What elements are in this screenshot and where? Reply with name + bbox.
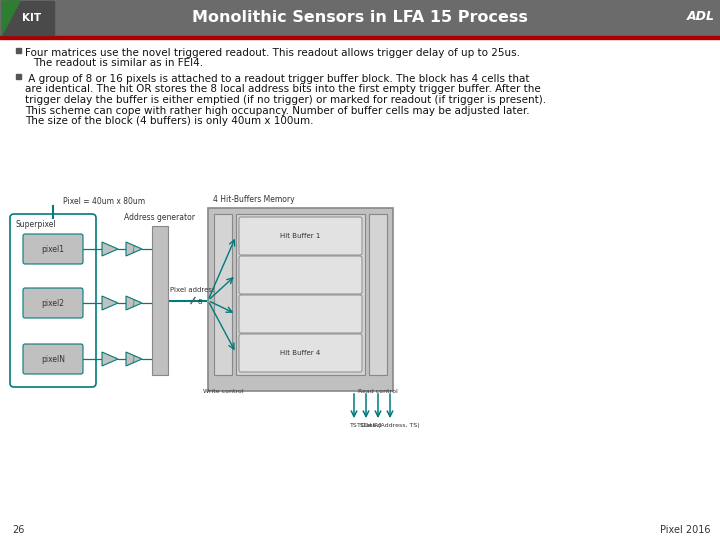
Polygon shape xyxy=(102,296,118,310)
Text: ∫: ∫ xyxy=(131,299,135,307)
Text: Address generator: Address generator xyxy=(125,213,196,222)
Text: KIT: KIT xyxy=(22,13,42,23)
Polygon shape xyxy=(126,352,142,366)
Text: This scheme can cope with rather high occupancy. Number of buffer cells may be a: This scheme can cope with rather high oc… xyxy=(25,105,530,116)
Bar xyxy=(236,214,365,375)
Text: Pixel address: Pixel address xyxy=(170,287,215,293)
Text: Superpixel: Superpixel xyxy=(16,220,57,229)
Text: Monolithic Sensors in LFA 15 Process: Monolithic Sensors in LFA 15 Process xyxy=(192,10,528,25)
Bar xyxy=(0,0,720,36)
Text: TSDel: TSDel xyxy=(357,423,375,428)
Text: ADL: ADL xyxy=(687,10,715,23)
Text: 8: 8 xyxy=(197,299,202,305)
Text: Hit Buffer 4: Hit Buffer 4 xyxy=(280,350,320,356)
Text: ∫: ∫ xyxy=(131,355,135,363)
FancyBboxPatch shape xyxy=(239,256,362,294)
Bar xyxy=(2,1,54,35)
Text: 26: 26 xyxy=(12,525,24,535)
Polygon shape xyxy=(102,242,118,256)
Text: pixelN: pixelN xyxy=(41,354,65,363)
Text: ∫: ∫ xyxy=(131,245,135,253)
FancyBboxPatch shape xyxy=(23,288,83,318)
Text: 4 Hit-Buffers Memory: 4 Hit-Buffers Memory xyxy=(213,195,294,204)
Bar xyxy=(214,214,232,375)
Bar xyxy=(152,226,168,375)
FancyBboxPatch shape xyxy=(239,217,362,255)
Text: Hit Buffer 1: Hit Buffer 1 xyxy=(280,233,320,239)
Bar xyxy=(16,74,21,79)
Bar xyxy=(16,48,21,53)
Text: The size of the block (4 buffers) is only 40um x 100um.: The size of the block (4 buffers) is onl… xyxy=(25,116,313,126)
Text: pixel1: pixel1 xyxy=(42,245,65,253)
FancyBboxPatch shape xyxy=(239,334,362,372)
Text: Write control: Write control xyxy=(203,389,243,394)
Polygon shape xyxy=(126,242,142,256)
Text: Four matrices use the novel triggered readout. This readout allows trigger delay: Four matrices use the novel triggered re… xyxy=(25,48,520,58)
Polygon shape xyxy=(102,352,118,366)
FancyBboxPatch shape xyxy=(23,234,83,264)
Polygon shape xyxy=(2,1,20,35)
Text: A group of 8 or 16 pixels is attached to a readout trigger buffer block. The blo: A group of 8 or 16 pixels is attached to… xyxy=(25,74,529,84)
Bar xyxy=(369,214,387,375)
Polygon shape xyxy=(126,296,142,310)
FancyBboxPatch shape xyxy=(239,295,362,333)
Text: The readout is similar as in FEI4.: The readout is similar as in FEI4. xyxy=(33,58,203,68)
Text: Pixel = 40um x 80um: Pixel = 40um x 80um xyxy=(63,197,145,206)
Bar xyxy=(0,36,720,38)
Text: Read control: Read control xyxy=(358,389,398,394)
Bar xyxy=(208,208,393,391)
Text: Pixel 2016: Pixel 2016 xyxy=(660,525,710,535)
Text: TS: TS xyxy=(350,423,358,428)
Text: trigger delay the buffer is either emptied (if no trigger) or marked for readout: trigger delay the buffer is either empti… xyxy=(25,95,546,105)
FancyBboxPatch shape xyxy=(23,344,83,374)
Text: are identical. The hit OR stores the 8 local address bits into the first empty t: are identical. The hit OR stores the 8 l… xyxy=(25,84,541,94)
Text: Data (Address, TS): Data (Address, TS) xyxy=(361,423,419,428)
Text: pixel2: pixel2 xyxy=(42,299,65,307)
Text: Rd: Rd xyxy=(374,423,382,428)
